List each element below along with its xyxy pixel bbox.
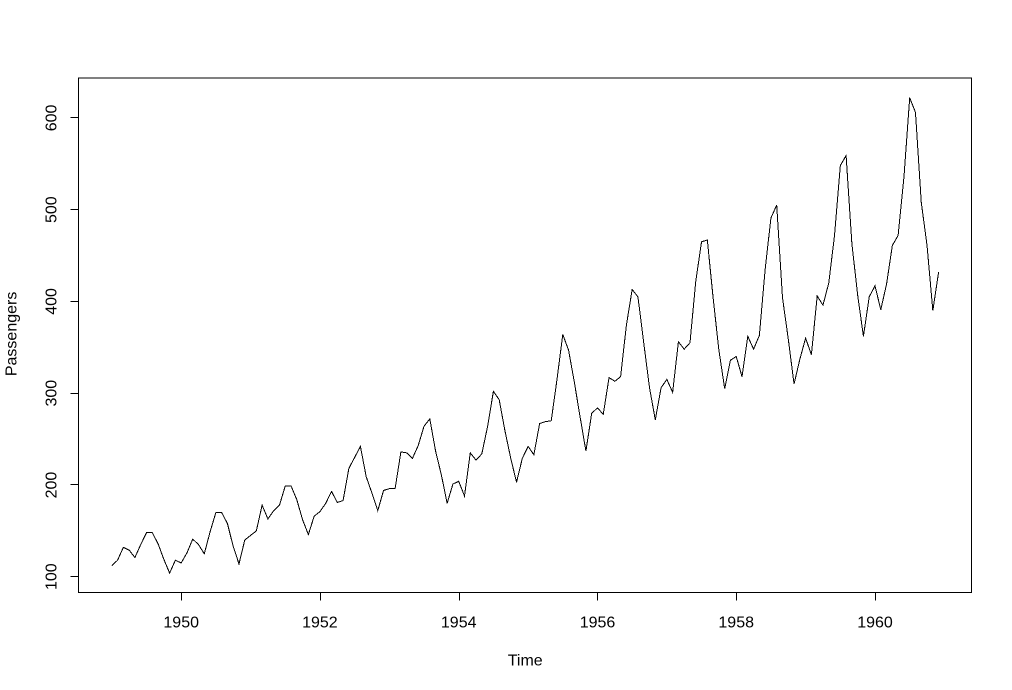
svg-text:1950: 1950	[163, 615, 199, 632]
svg-text:100: 100	[44, 563, 61, 590]
svg-text:1952: 1952	[302, 615, 338, 632]
svg-text:400: 400	[44, 288, 61, 315]
svg-text:1958: 1958	[718, 615, 754, 632]
svg-text:500: 500	[44, 196, 61, 223]
svg-text:1960: 1960	[857, 615, 893, 632]
svg-text:Time: Time	[508, 652, 543, 669]
svg-text:1956: 1956	[580, 615, 616, 632]
svg-text:300: 300	[44, 380, 61, 407]
svg-text:Passengers: Passengers	[4, 292, 21, 377]
svg-text:200: 200	[44, 472, 61, 499]
svg-text:600: 600	[44, 104, 61, 131]
svg-text:1954: 1954	[441, 615, 477, 632]
